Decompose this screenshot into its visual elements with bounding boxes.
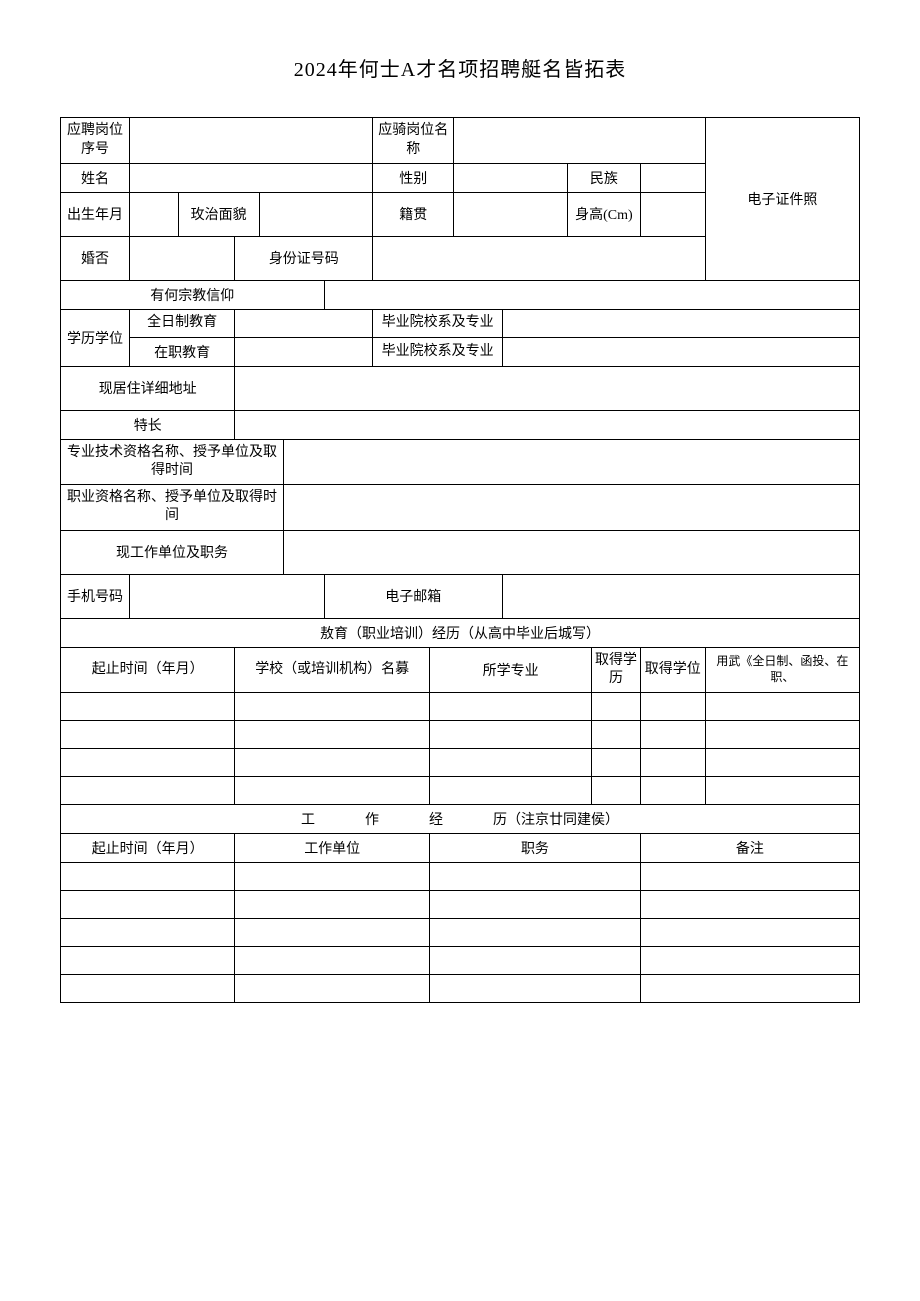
label-grad-school-2: 毕业院校系及专业 <box>373 337 503 366</box>
edu-col-degree1: 取得学历 <box>592 647 641 692</box>
label-address: 现居住详细地址 <box>61 366 235 410</box>
field-religion[interactable] <box>324 280 859 309</box>
work-row <box>61 974 860 1002</box>
label-birth: 出生年月 <box>61 192 130 236</box>
edu-col-degree2: 取得学位 <box>640 647 705 692</box>
label-position-name: 应骑岗位名称 <box>373 118 454 163</box>
work-header-p4: 历（注京廿同建侯） <box>493 813 619 828</box>
edu-row <box>61 720 860 748</box>
work-row <box>61 946 860 974</box>
label-current-work: 现工作单位及职务 <box>61 530 284 574</box>
field-birth[interactable] <box>129 192 178 236</box>
field-native[interactable] <box>454 192 568 236</box>
work-col-position: 职务 <box>430 833 641 862</box>
field-political[interactable] <box>259 192 373 236</box>
label-height: 身高(Cm) <box>567 192 640 236</box>
field-ethnicity[interactable] <box>640 163 705 192</box>
edu-section-header: 敖育（职业培训）经历（从高中毕业后城写） <box>61 618 860 647</box>
label-onjob-edu: 在职教育 <box>129 337 234 366</box>
work-row <box>61 918 860 946</box>
edu-col-school: 学校（或培训机构）名募 <box>235 647 430 692</box>
photo-cell[interactable]: 电子证件照 <box>705 118 859 280</box>
label-ethnicity: 民族 <box>567 163 640 192</box>
field-address[interactable] <box>235 366 860 410</box>
field-current-work[interactable] <box>284 530 860 574</box>
label-political: 玫治面貌 <box>178 192 259 236</box>
field-prof-qual[interactable] <box>284 439 860 484</box>
field-email[interactable] <box>503 574 860 618</box>
label-marriage: 婚否 <box>61 236 130 280</box>
label-religion: 有何宗教信仰 <box>61 280 325 309</box>
label-name: 姓名 <box>61 163 130 192</box>
work-col-remark: 备注 <box>640 833 859 862</box>
work-header-p3: 经 <box>429 813 493 828</box>
edu-col-form: 用武《全日制、函投、在职、 <box>705 647 859 692</box>
label-vocational-qual: 职业资格名称、授予单位及取得时间 <box>61 485 284 530</box>
label-position-num: 应聘岗位序号 <box>61 118 130 163</box>
page-title: 2024年何士A才名项招聘艇名皆拓表 <box>60 53 860 82</box>
field-idcard[interactable] <box>373 236 705 280</box>
application-form-table: 应聘岗位序号 应骑岗位名称 电子证件照 姓名 性别 民族 出生年月 玫治面貌 籍… <box>60 117 860 1003</box>
field-position-name[interactable] <box>454 118 705 163</box>
field-position-num[interactable] <box>129 118 372 163</box>
label-gender: 性别 <box>373 163 454 192</box>
work-row <box>61 862 860 890</box>
label-prof-qual: 专业技术资格名称、授予单位及取得时间 <box>61 439 284 484</box>
work-col-unit: 工作单位 <box>235 833 430 862</box>
work-row <box>61 890 860 918</box>
field-grad-school-1[interactable] <box>503 309 860 337</box>
label-phone: 手机号码 <box>61 574 130 618</box>
field-vocational-qual[interactable] <box>284 485 860 530</box>
work-col-period: 起止时间（年月） <box>61 833 235 862</box>
work-header-p2: 作 <box>365 813 429 828</box>
edu-col-major: 所学专业 <box>430 647 592 692</box>
edu-row <box>61 748 860 776</box>
field-phone[interactable] <box>129 574 324 618</box>
field-marriage[interactable] <box>129 236 234 280</box>
field-specialty[interactable] <box>235 410 860 439</box>
field-gender[interactable] <box>454 163 568 192</box>
label-native: 籍贯 <box>373 192 454 236</box>
work-section-header: 工作经历（注京廿同建侯） <box>61 804 860 833</box>
field-height[interactable] <box>640 192 705 236</box>
label-idcard: 身份证号码 <box>235 236 373 280</box>
label-email: 电子邮箱 <box>324 574 502 618</box>
edu-col-period: 起止时间（年月） <box>61 647 235 692</box>
label-education: 学历学位 <box>61 309 130 366</box>
edu-row <box>61 692 860 720</box>
field-onjob-edu[interactable] <box>235 337 373 366</box>
work-header-p1: 工 <box>301 813 365 828</box>
field-name[interactable] <box>129 163 372 192</box>
field-grad-school-2[interactable] <box>503 337 860 366</box>
label-specialty: 特长 <box>61 410 235 439</box>
label-grad-school-1: 毕业院校系及专业 <box>373 309 503 337</box>
label-fulltime-edu: 全日制教育 <box>129 309 234 337</box>
field-fulltime-edu[interactable] <box>235 309 373 337</box>
edu-row <box>61 776 860 804</box>
